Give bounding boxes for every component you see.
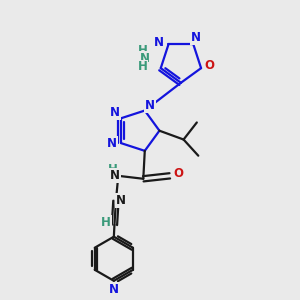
Text: N: N [110,169,120,182]
Text: H: H [138,61,147,74]
Text: N: N [109,283,119,296]
Text: N: N [106,137,117,150]
Text: H: H [108,163,118,176]
Text: N: N [145,99,155,112]
Text: N: N [140,52,150,65]
Text: N: N [116,194,126,207]
Text: H: H [101,215,111,229]
Text: O: O [204,59,214,72]
Text: H: H [138,44,147,57]
Text: N: N [154,36,164,49]
Text: N: N [110,106,120,119]
Text: N: N [191,32,201,44]
Text: O: O [173,167,183,180]
